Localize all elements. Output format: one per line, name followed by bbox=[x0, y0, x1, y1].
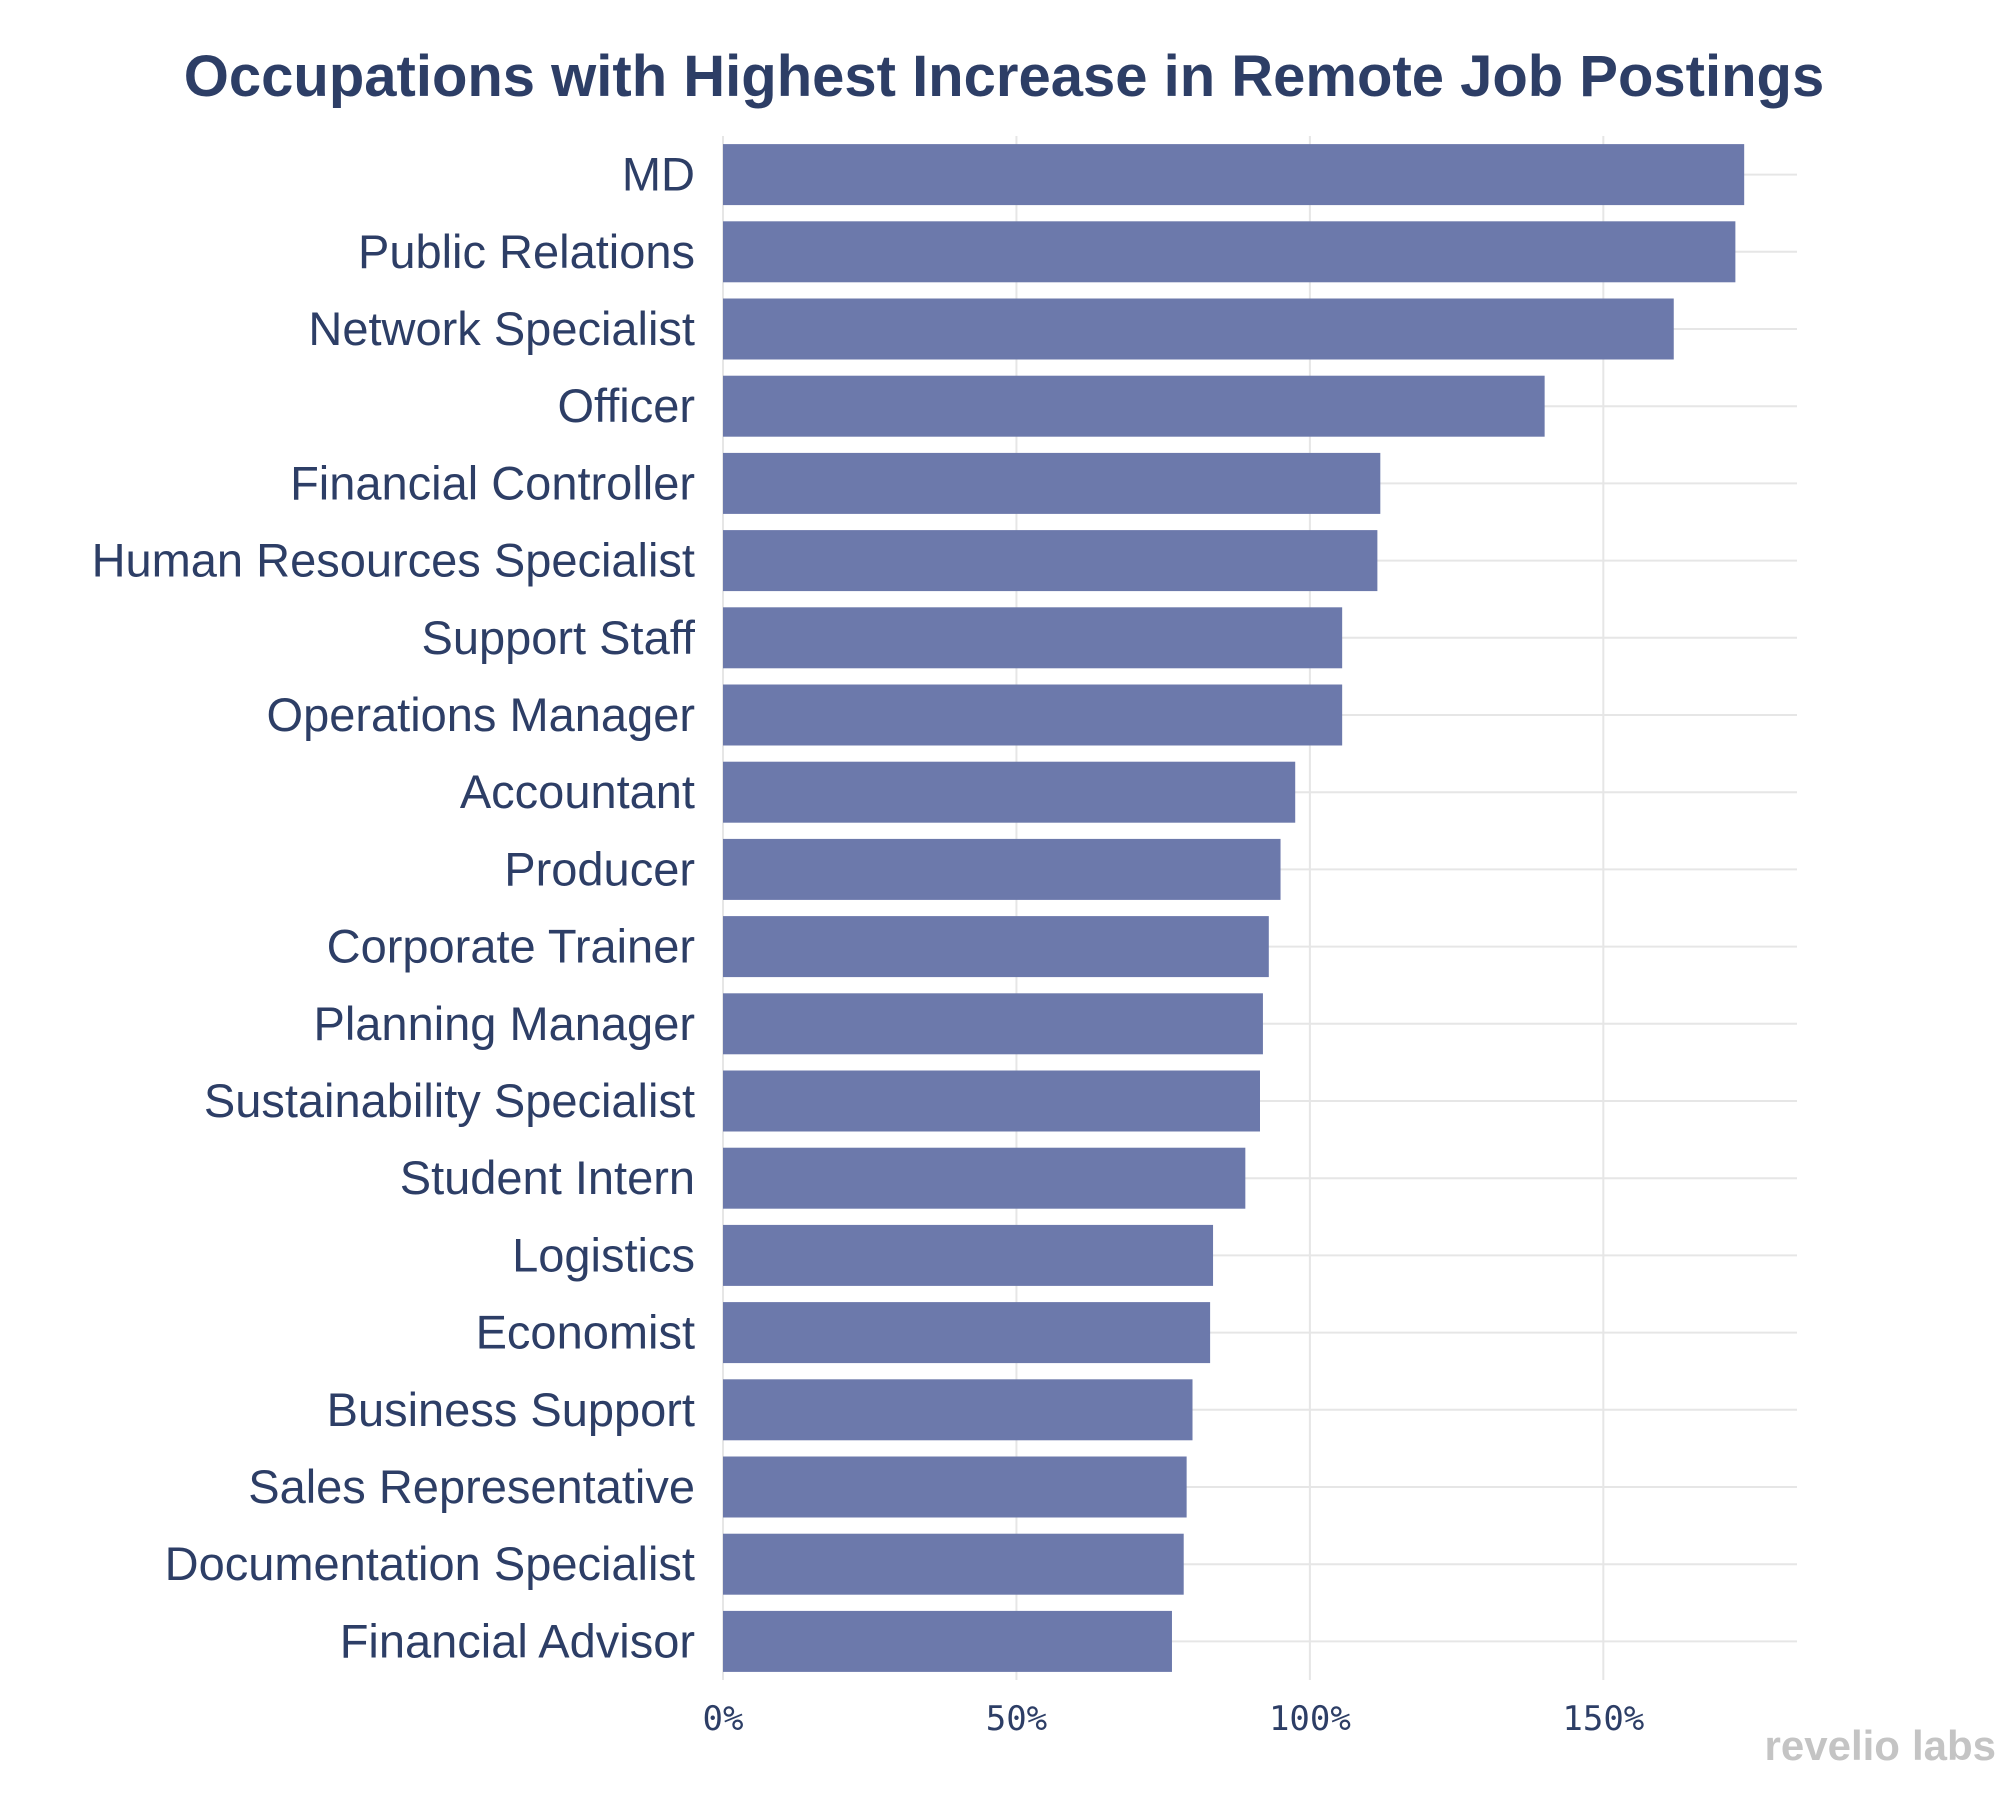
bar bbox=[723, 1533, 1184, 1595]
category-label: MD bbox=[622, 148, 695, 201]
bar bbox=[723, 530, 1378, 592]
category-label: Financial Advisor bbox=[340, 1614, 695, 1667]
category-label: Network Specialist bbox=[308, 302, 695, 355]
category-label: Documentation Specialist bbox=[165, 1537, 695, 1590]
bar bbox=[723, 684, 1343, 746]
category-label: Accountant bbox=[460, 765, 695, 818]
x-axis-ticks: 0% 50% 100% 150% bbox=[703, 1699, 1645, 1739]
bar bbox=[723, 993, 1263, 1055]
category-label: Public Relations bbox=[358, 225, 695, 278]
bar bbox=[723, 1610, 1172, 1672]
revelio-labs-logo: revelio labs bbox=[1765, 1722, 1996, 1769]
bar bbox=[723, 1070, 1260, 1132]
bar bbox=[723, 607, 1343, 669]
category-label: Sales Representative bbox=[248, 1460, 695, 1513]
bar bbox=[723, 916, 1269, 978]
category-label: Planning Manager bbox=[314, 997, 696, 1050]
bar bbox=[723, 144, 1745, 206]
category-label: Corporate Trainer bbox=[327, 920, 695, 973]
bar bbox=[723, 838, 1281, 900]
bar bbox=[723, 1224, 1214, 1286]
category-label: Support Staff bbox=[422, 611, 696, 664]
x-tick-label: 100% bbox=[1269, 1699, 1351, 1739]
bar bbox=[723, 452, 1381, 514]
chart-title: Occupations with Highest Increase in Rem… bbox=[184, 44, 1824, 109]
logo-text-left: revelio bbox=[1765, 1722, 1900, 1769]
x-tick-label: 0% bbox=[703, 1699, 744, 1739]
category-labels: MD Public Relations Network Specialist Offi… bbox=[92, 148, 696, 1668]
bar bbox=[723, 221, 1736, 283]
bars bbox=[723, 144, 1745, 1672]
bar bbox=[723, 1456, 1187, 1518]
category-label: Business Support bbox=[327, 1383, 695, 1436]
category-label: Operations Manager bbox=[267, 688, 695, 741]
category-label: Student Intern bbox=[400, 1151, 695, 1204]
bar bbox=[723, 761, 1296, 823]
bar bbox=[723, 298, 1674, 360]
category-label: Sustainability Specialist bbox=[204, 1074, 695, 1127]
category-label: Producer bbox=[504, 842, 695, 895]
category-label: Logistics bbox=[512, 1228, 695, 1281]
category-label: Officer bbox=[557, 379, 695, 432]
x-tick-label: 150% bbox=[1562, 1699, 1644, 1739]
bar bbox=[723, 375, 1545, 437]
bar bbox=[723, 1147, 1246, 1209]
x-tick-label: 50% bbox=[986, 1699, 1047, 1739]
category-label: Financial Controller bbox=[290, 456, 695, 509]
bar bbox=[723, 1302, 1211, 1364]
grid-lines bbox=[722, 136, 1797, 1680]
category-label: Economist bbox=[476, 1306, 695, 1359]
bar bbox=[723, 1379, 1193, 1441]
category-label: Human Resources Specialist bbox=[92, 534, 695, 587]
logo-text-right: labs bbox=[1912, 1722, 1996, 1769]
